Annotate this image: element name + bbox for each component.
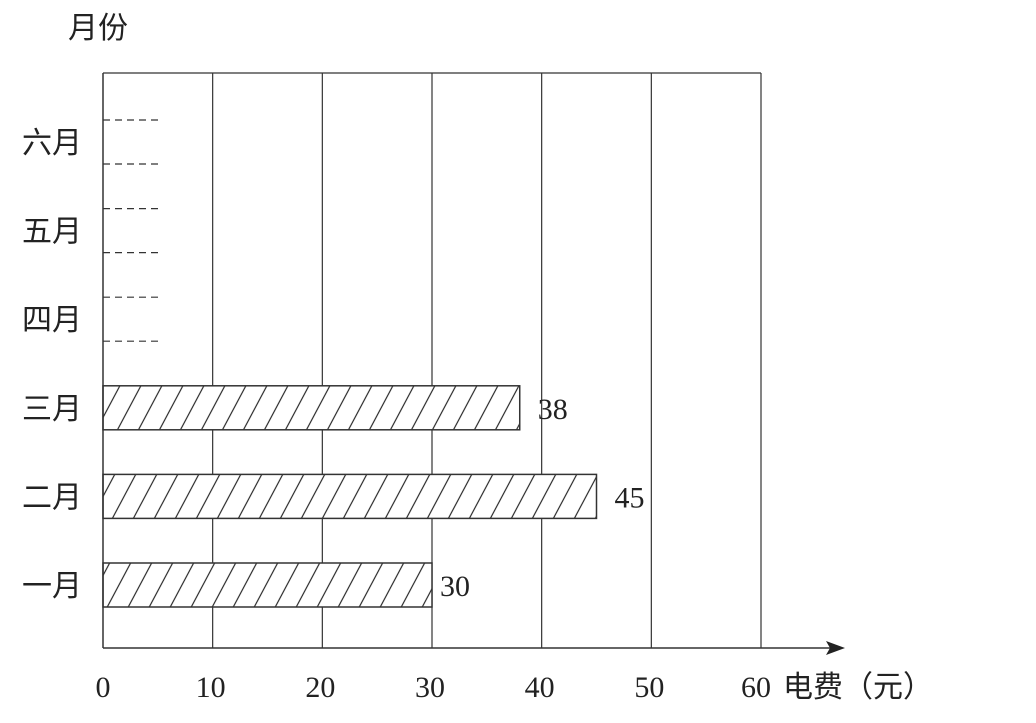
x-tick-label: 20 [305,671,335,704]
data-label: 38 [538,393,568,426]
data-label: 45 [615,481,645,514]
bar [102,562,433,608]
x-tick-label: 40 [525,671,555,704]
x-tick-label: 60 [741,671,771,704]
y-tick-label: 二月 [22,481,82,514]
x-tick-label: 30 [415,671,445,704]
grid [103,72,762,648]
x-axis-arrow [826,641,845,655]
data-label: 30 [440,570,470,603]
y-tick-label: 五月 [22,216,82,249]
y-tick-label: 三月 [22,393,82,426]
bars: 30 45 38 [102,119,645,608]
axes: 0 10 20 30 40 50 60 一月 二月 三月 四月 五月 六月 [22,73,845,704]
x-tick-label: 0 [96,671,111,704]
y-tick-label: 一月 [22,570,82,603]
x-axis-label: 电费（元） [783,671,933,704]
bar [102,385,521,431]
bar [102,473,598,520]
x-tick-label: 10 [196,671,226,704]
y-axis-label: 月份 [68,12,128,45]
y-tick-label: 六月 [22,127,82,160]
y-tick-label: 四月 [22,304,82,337]
x-tick-label: 50 [634,671,664,704]
